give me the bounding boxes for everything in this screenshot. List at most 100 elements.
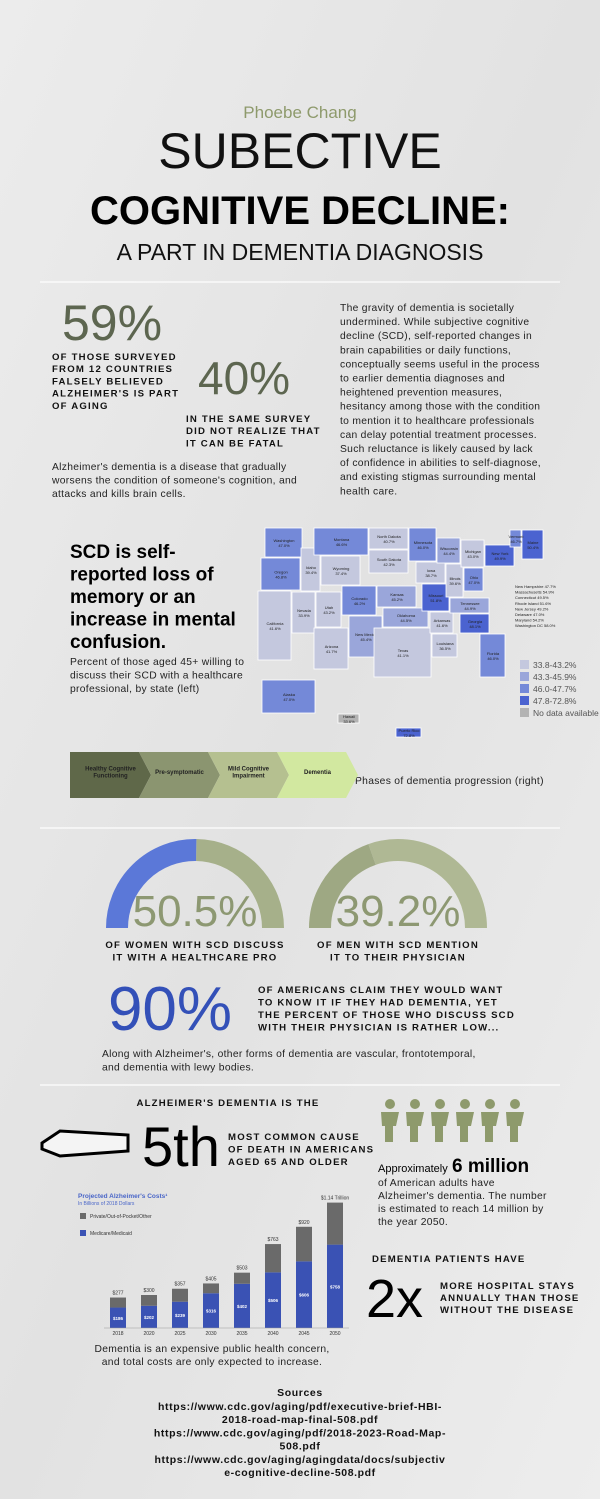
legend-swatch <box>520 672 529 681</box>
state-value: 43.2% <box>323 610 335 615</box>
state-value: 36.5% <box>439 646 451 651</box>
bar-segment <box>296 1226 312 1262</box>
state-name: Arizona <box>325 644 339 649</box>
legend-swatch <box>520 696 529 705</box>
bar-total-label: $277 <box>112 1291 123 1297</box>
state <box>484 544 515 567</box>
state-value: 45.4% <box>360 637 372 642</box>
state <box>315 591 342 628</box>
definition-text: memory or an <box>70 587 196 608</box>
state-name: California <box>267 621 285 626</box>
description-text: decline (SCD), self-reported changes in <box>340 331 532 342</box>
gauge-value: 39.2% <box>336 887 461 936</box>
bar-segment <box>172 1301 188 1328</box>
state-value: 39.6% <box>449 581 461 586</box>
person-icon <box>381 1112 399 1142</box>
state-value: 45.2% <box>391 597 403 602</box>
source-line: 2018-road-map-final-508.pdf <box>222 1414 378 1426</box>
definition-text: SCD is self- <box>70 542 176 563</box>
person-icon <box>460 1099 470 1109</box>
state-name: New Mexico <box>355 632 378 637</box>
legend-label: 46.0-47.7% <box>533 684 577 694</box>
state <box>449 597 490 614</box>
x-tick-label: 2030 <box>205 1331 216 1337</box>
stat-caption: OF THOSE SURVEYED <box>52 352 177 363</box>
state-value: 33.6% <box>343 719 355 724</box>
state <box>459 613 490 634</box>
state-value: 72.8% <box>403 733 415 738</box>
bar-value-label: $758 <box>330 1284 341 1289</box>
state-value: 37.4% <box>335 571 347 576</box>
death-text: AGED 65 AND OLDER <box>228 1157 349 1168</box>
state <box>479 633 506 678</box>
state <box>368 549 409 574</box>
stat-caption: FROM 12 COUNTRIES <box>52 364 173 375</box>
hospital-text: WITHOUT THE DISEASE <box>440 1305 574 1316</box>
description-text: to mention it to healthcare professional… <box>340 416 534 427</box>
state <box>320 555 361 586</box>
title-line: COGNITIVE DECLINE: <box>90 189 510 233</box>
state-value: 48.1% <box>469 624 481 629</box>
state-value: 47.0% <box>468 580 480 585</box>
gauge-track <box>368 839 487 929</box>
state-value: 41.6% <box>269 626 281 631</box>
bar-value-label: $186 <box>113 1316 124 1321</box>
northeast-label: Rhode Island 51.6% <box>515 601 551 606</box>
bar-segment <box>265 1272 281 1328</box>
state-value: 46.8% <box>275 575 287 580</box>
bar-segment <box>172 1288 188 1302</box>
rank: 5th <box>142 1115 220 1178</box>
state <box>313 527 369 556</box>
person-icon <box>456 1112 474 1142</box>
title-line: SUBECTIVE <box>158 123 441 179</box>
legend-label: 47.8-72.8% <box>533 696 577 706</box>
state <box>373 627 432 678</box>
x-tick-label: 2045 <box>298 1331 309 1337</box>
bar-value-label: $402 <box>237 1304 248 1309</box>
person-icon <box>410 1099 420 1109</box>
state <box>509 529 522 548</box>
state-value: 50.4% <box>527 545 539 550</box>
northeast-label: Massachusetts 54.9% <box>515 590 555 595</box>
state-name: Georgia <box>468 619 483 624</box>
state <box>313 627 349 670</box>
state-name: South Dakota <box>377 557 402 562</box>
state-value: 51.8% <box>430 598 442 603</box>
person-icon <box>506 1112 524 1142</box>
prevalence-text: of American adults have <box>378 1178 495 1189</box>
bar-segment <box>296 1261 312 1328</box>
bar-total-label: $357 <box>174 1282 185 1288</box>
state-name: New York <box>492 551 509 556</box>
bar-total-label: $503 <box>236 1266 247 1272</box>
state-value: 33.9% <box>298 613 310 618</box>
description-text: undermined. While subjective cognitive <box>340 317 529 328</box>
awareness-text: THE PERCENT OF THOSE WHO DISCUSS SCD <box>258 1010 515 1021</box>
phase-label: Functioning <box>93 774 128 780</box>
description-text: health care. <box>340 486 397 497</box>
legend-swatch <box>80 1230 86 1236</box>
state-name: Colorado <box>351 596 368 601</box>
phase-caption: Phases of dementia progression (right) <box>355 776 544 787</box>
sources-heading: Sources <box>277 1387 323 1399</box>
awareness-text: TO KNOW IT IF THEY HAD DEMENTIA, YET <box>258 998 498 1009</box>
state <box>431 633 458 658</box>
hospital-text: MORE HOSPITAL STAYS <box>440 1281 575 1292</box>
source-line: https://www.cdc.gov/aging/agingdata/docs… <box>155 1454 446 1466</box>
source-line: https://www.cdc.gov/aging/pdf/executive-… <box>158 1401 442 1413</box>
state-value: 40.7% <box>383 539 395 544</box>
legend-label: 33.8-43.2% <box>533 660 577 670</box>
person-icon <box>510 1099 520 1109</box>
bar-segment <box>203 1283 219 1294</box>
author: Phoebe Chang <box>243 103 356 122</box>
gauge-caption: OF MEN WITH SCD MENTION <box>317 940 479 951</box>
state-name: Montana <box>334 537 350 542</box>
map-caption: Percent of those aged 45+ willing to <box>70 657 244 668</box>
state-value: 42.3% <box>383 562 395 567</box>
multiplier: 2x <box>366 1269 423 1329</box>
map-caption: discuss their SCD with a healthcare <box>70 671 243 682</box>
phase-chevron <box>277 752 358 798</box>
x-tick-label: 2040 <box>267 1331 278 1337</box>
person-icon <box>485 1099 495 1109</box>
x-tick-label: 2025 <box>174 1331 185 1337</box>
legend-label: 43.3-45.9% <box>533 672 577 682</box>
